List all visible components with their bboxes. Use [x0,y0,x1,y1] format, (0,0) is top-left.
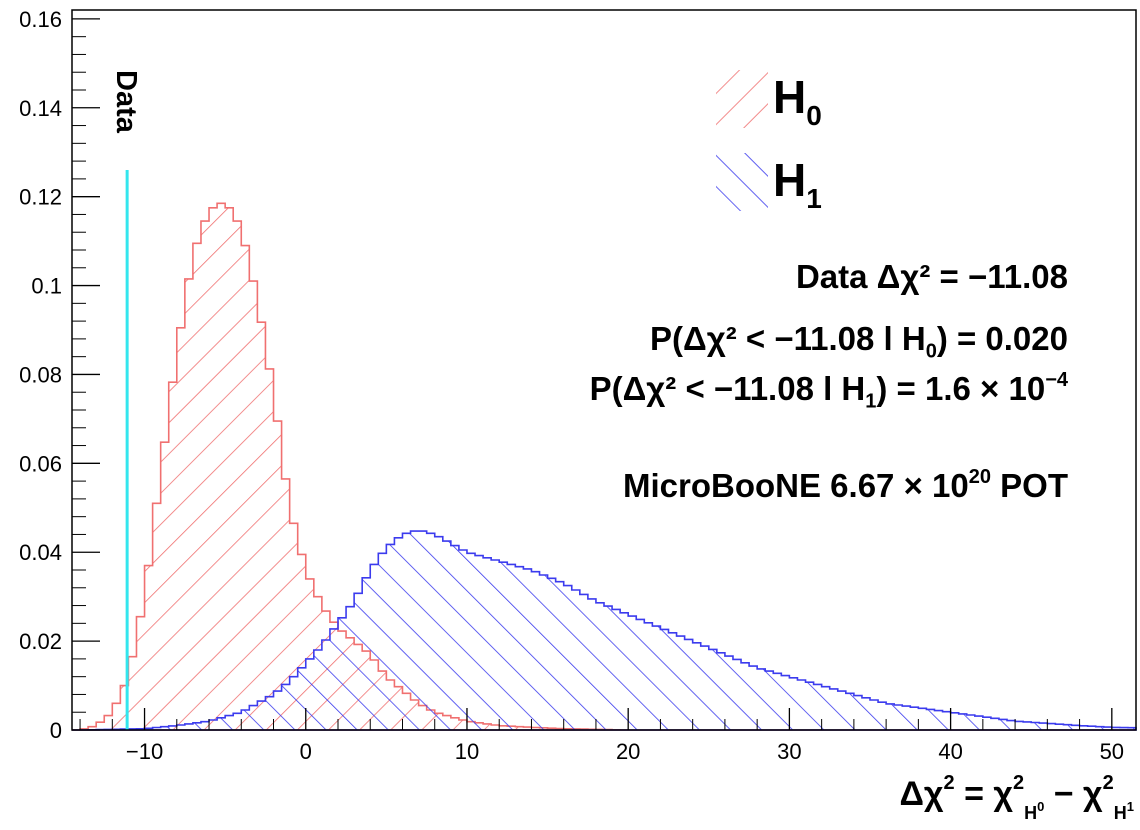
annotation-p-h1: P(Δχ² < −11.08 l H1) = 1.6 × 10−4 [589,369,1068,413]
legend-swatch-h1 [716,153,768,211]
legend-label-h1: H1 [773,154,822,214]
x-tick-label: 10 [455,739,479,764]
data-line-label: Data [110,70,142,133]
y-tick-label: 0.1 [31,274,62,299]
x-tick-label: −10 [126,739,163,764]
y-tick-label: 0.12 [19,185,62,210]
x-axis-title: Δχ2 = χ2H0 − χ2H1 [899,772,1134,823]
x-tick-label: 40 [938,739,962,764]
annotation-p-h0: P(Δχ² < −11.08 l H0) = 0.020 [650,320,1068,363]
legend-label-h0: H0 [773,71,822,131]
x-tick-label: 20 [616,739,640,764]
annotation-experiment: MicroBooNE 6.67 × 1020 POT [623,466,1068,504]
y-tick-label: 0 [50,718,62,743]
y-tick-label: 0.14 [19,96,62,121]
x-tick-label: 30 [777,739,801,764]
legend-swatch-h0 [716,70,768,128]
y-tick-label: 0.08 [19,362,62,387]
series-h1-histogram [72,530,1137,731]
x-tick-label: 50 [1100,739,1124,764]
annotation-data-dchi2: Data Δχ² = −11.08 [795,258,1068,295]
x-tick-label: 0 [300,739,312,764]
y-tick-label: 0.02 [19,629,62,654]
legend-swatches [716,70,768,211]
y-tick-label: 0.06 [19,451,62,476]
tick-layer: −10 0 10 20 30 40 50 0 0.02 0.04 0.06 0.08 0.1 0.12 0.… [19,7,1124,764]
y-tick-label: 0.04 [19,540,62,565]
y-tick-label: 0.16 [19,7,62,32]
plot-frame [71,9,1137,731]
